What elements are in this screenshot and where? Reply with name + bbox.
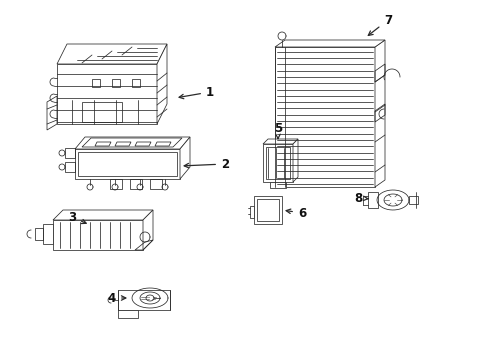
Polygon shape [57, 44, 167, 64]
Text: 1: 1 [179, 86, 214, 99]
Polygon shape [254, 196, 282, 224]
Polygon shape [263, 144, 293, 182]
Text: 4: 4 [108, 292, 126, 305]
Polygon shape [263, 139, 298, 144]
Polygon shape [53, 220, 143, 250]
Polygon shape [275, 47, 375, 187]
Polygon shape [368, 192, 378, 208]
Polygon shape [375, 40, 385, 187]
Polygon shape [57, 64, 157, 124]
Text: 7: 7 [368, 14, 392, 35]
Text: 5: 5 [274, 122, 282, 139]
Polygon shape [180, 137, 190, 179]
Text: 6: 6 [286, 207, 306, 220]
Polygon shape [118, 290, 170, 310]
Polygon shape [75, 137, 190, 149]
Text: 2: 2 [184, 158, 229, 171]
Polygon shape [293, 139, 298, 182]
Text: 8: 8 [354, 192, 368, 204]
Text: 3: 3 [68, 211, 86, 224]
Polygon shape [118, 310, 138, 318]
Polygon shape [250, 206, 254, 218]
Polygon shape [75, 149, 180, 179]
Polygon shape [157, 44, 167, 124]
Polygon shape [270, 182, 286, 188]
Polygon shape [409, 196, 418, 204]
Polygon shape [275, 40, 385, 47]
Polygon shape [53, 210, 153, 220]
Polygon shape [143, 210, 153, 250]
Polygon shape [43, 224, 53, 244]
